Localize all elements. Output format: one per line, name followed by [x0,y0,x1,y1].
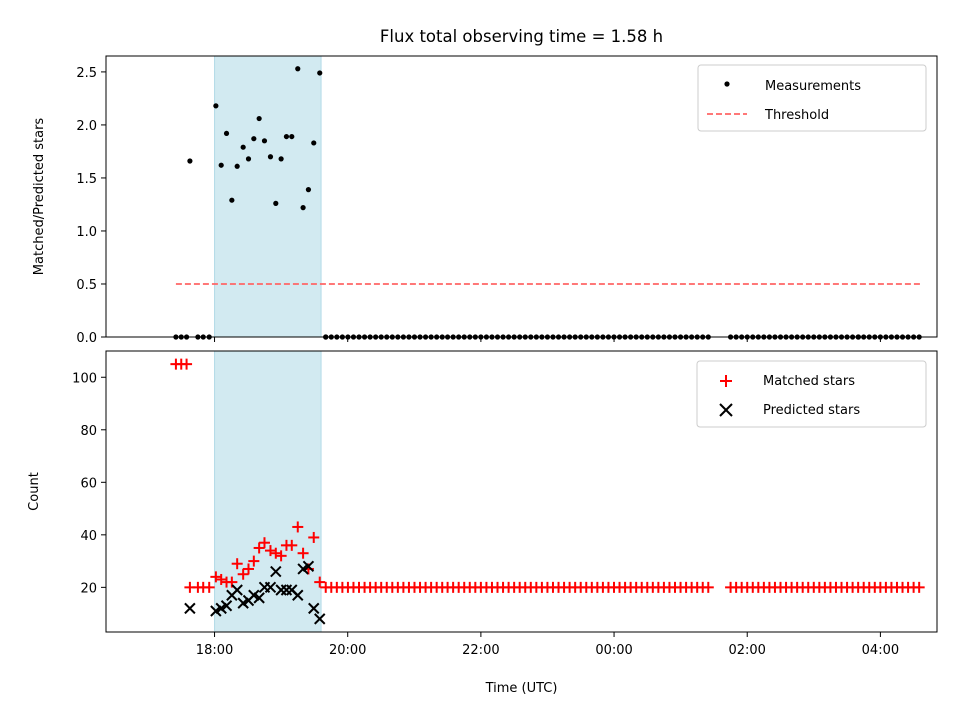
matched-star-point [242,563,254,575]
measurement-point [283,133,290,140]
observing-span-rect [214,55,322,338]
x-tick-label: 18:00 [196,643,233,658]
bottom-panel-marks [170,358,925,625]
predicted-star-point [264,581,277,594]
y-tick-label: 1.0 [76,225,97,240]
matched-star-point [248,555,260,567]
x-tick-label: 00:00 [595,643,632,658]
matched-star-point [308,531,320,543]
measurement-point [317,70,323,76]
matched-star-point [258,537,270,549]
matched-star-point [270,547,282,559]
matched-star-point [275,550,287,562]
matched-star-point [215,573,227,585]
bottom-legend: Matched stars Predicted stars [696,360,927,428]
bottom-legend-frame [696,360,927,428]
predicted-star-point [292,589,304,601]
matched-star-point [231,558,243,570]
x-tick-label: 22:00 [462,643,499,658]
measurement-point [245,156,252,162]
matched-star-point [297,547,309,559]
x-tick-label: 02:00 [728,643,765,658]
measurement-point [229,197,235,203]
predicted-legend-marker [719,403,733,417]
matched-star-point [292,521,304,533]
top-legend: Measurements Threshold [697,64,927,132]
x-tick-label: 04:00 [862,643,899,658]
measurement-point [251,136,257,142]
y-tick-label: 100 [72,371,97,386]
measurement-point [261,138,268,144]
matched-legend-marker [720,375,732,387]
top-y-ticks: 0.0 0.5 1.0 1.5 2.0 2.5 [76,66,106,346]
y-tick-label: 2.0 [76,119,97,134]
measurement-point [240,144,246,150]
y-tick-label: 0.0 [76,331,97,346]
measurement-point [289,133,295,140]
matched-legend-label: Matched stars [763,374,855,389]
measurement-point [223,130,230,137]
matched-star-point [210,571,222,583]
predicted-star-point [308,602,320,615]
matched-star-point [314,576,326,588]
measurements-legend-marker [724,81,730,87]
matched-star-point [237,568,249,580]
predicted-star-point [220,600,233,612]
y-tick-label: 1.5 [76,172,97,187]
measurement-point [305,187,312,193]
x-axis-label: Time (UTC) [485,681,558,696]
top-legend-frame [697,64,927,132]
measurement-point [213,103,219,109]
measurement-point [234,163,240,169]
observing-span-shade [214,55,322,338]
y-tick-label: 2.5 [76,66,97,81]
measurement-point [300,205,306,211]
matched-star-point [286,539,298,551]
measurement-point [311,140,317,146]
bottom-y-ticks: 20 40 60 80 100 [72,371,106,596]
predicted-legend-label: Predicted stars [763,403,860,418]
measurement-point [278,156,284,162]
y-tick-label: 20 [80,581,97,596]
matched-star-point [203,581,215,593]
measurements-legend-label: Measurements [765,79,861,94]
measurement-point [256,115,262,122]
matched-star-point [702,581,714,593]
matched-star-point [253,542,265,554]
measurement-point [218,162,224,168]
top-panel-frame [105,55,938,338]
predicted-star-point [302,560,315,573]
predicted-star-point [314,613,326,625]
y-tick-label: 40 [80,529,97,544]
matched-star-point [181,358,193,370]
measurement-point [187,158,193,164]
predicted-star-point [253,592,265,604]
x-tick-label: 20:00 [329,643,366,658]
matched-star-point [264,545,276,557]
measurement-point [295,66,301,72]
threshold-legend-label: Threshold [764,108,829,123]
top-panel: 0.0 0.5 1.0 1.5 2.0 2.5 Matched/Predicted sta… [32,55,938,346]
bottom-panel: 18:00 20:00 22:00 00:00 02:00 04:00 20 40 60 80 1… [27,350,938,658]
bottom-x-ticks: 18:00 20:00 22:00 00:00 02:00 04:00 [196,632,899,658]
predicted-star-point [270,565,282,578]
predicted-star-point [184,602,196,615]
predicted-star-point [231,584,243,596]
y-tick-label: 0.5 [76,278,97,293]
measurement-point [273,200,279,206]
measurement-point [267,154,274,160]
y-tick-label: 60 [80,476,97,491]
matched-star-point [913,581,925,593]
figure-title: Flux total observing time = 1.58 h [380,27,663,46]
y-tick-label: 80 [80,424,97,439]
top-y-axis-label: Matched/Predicted stars [32,118,47,276]
bottom-y-axis-label: Count [27,472,42,511]
top-x-ticks [214,337,881,342]
bottom-panel-frame [105,350,938,633]
